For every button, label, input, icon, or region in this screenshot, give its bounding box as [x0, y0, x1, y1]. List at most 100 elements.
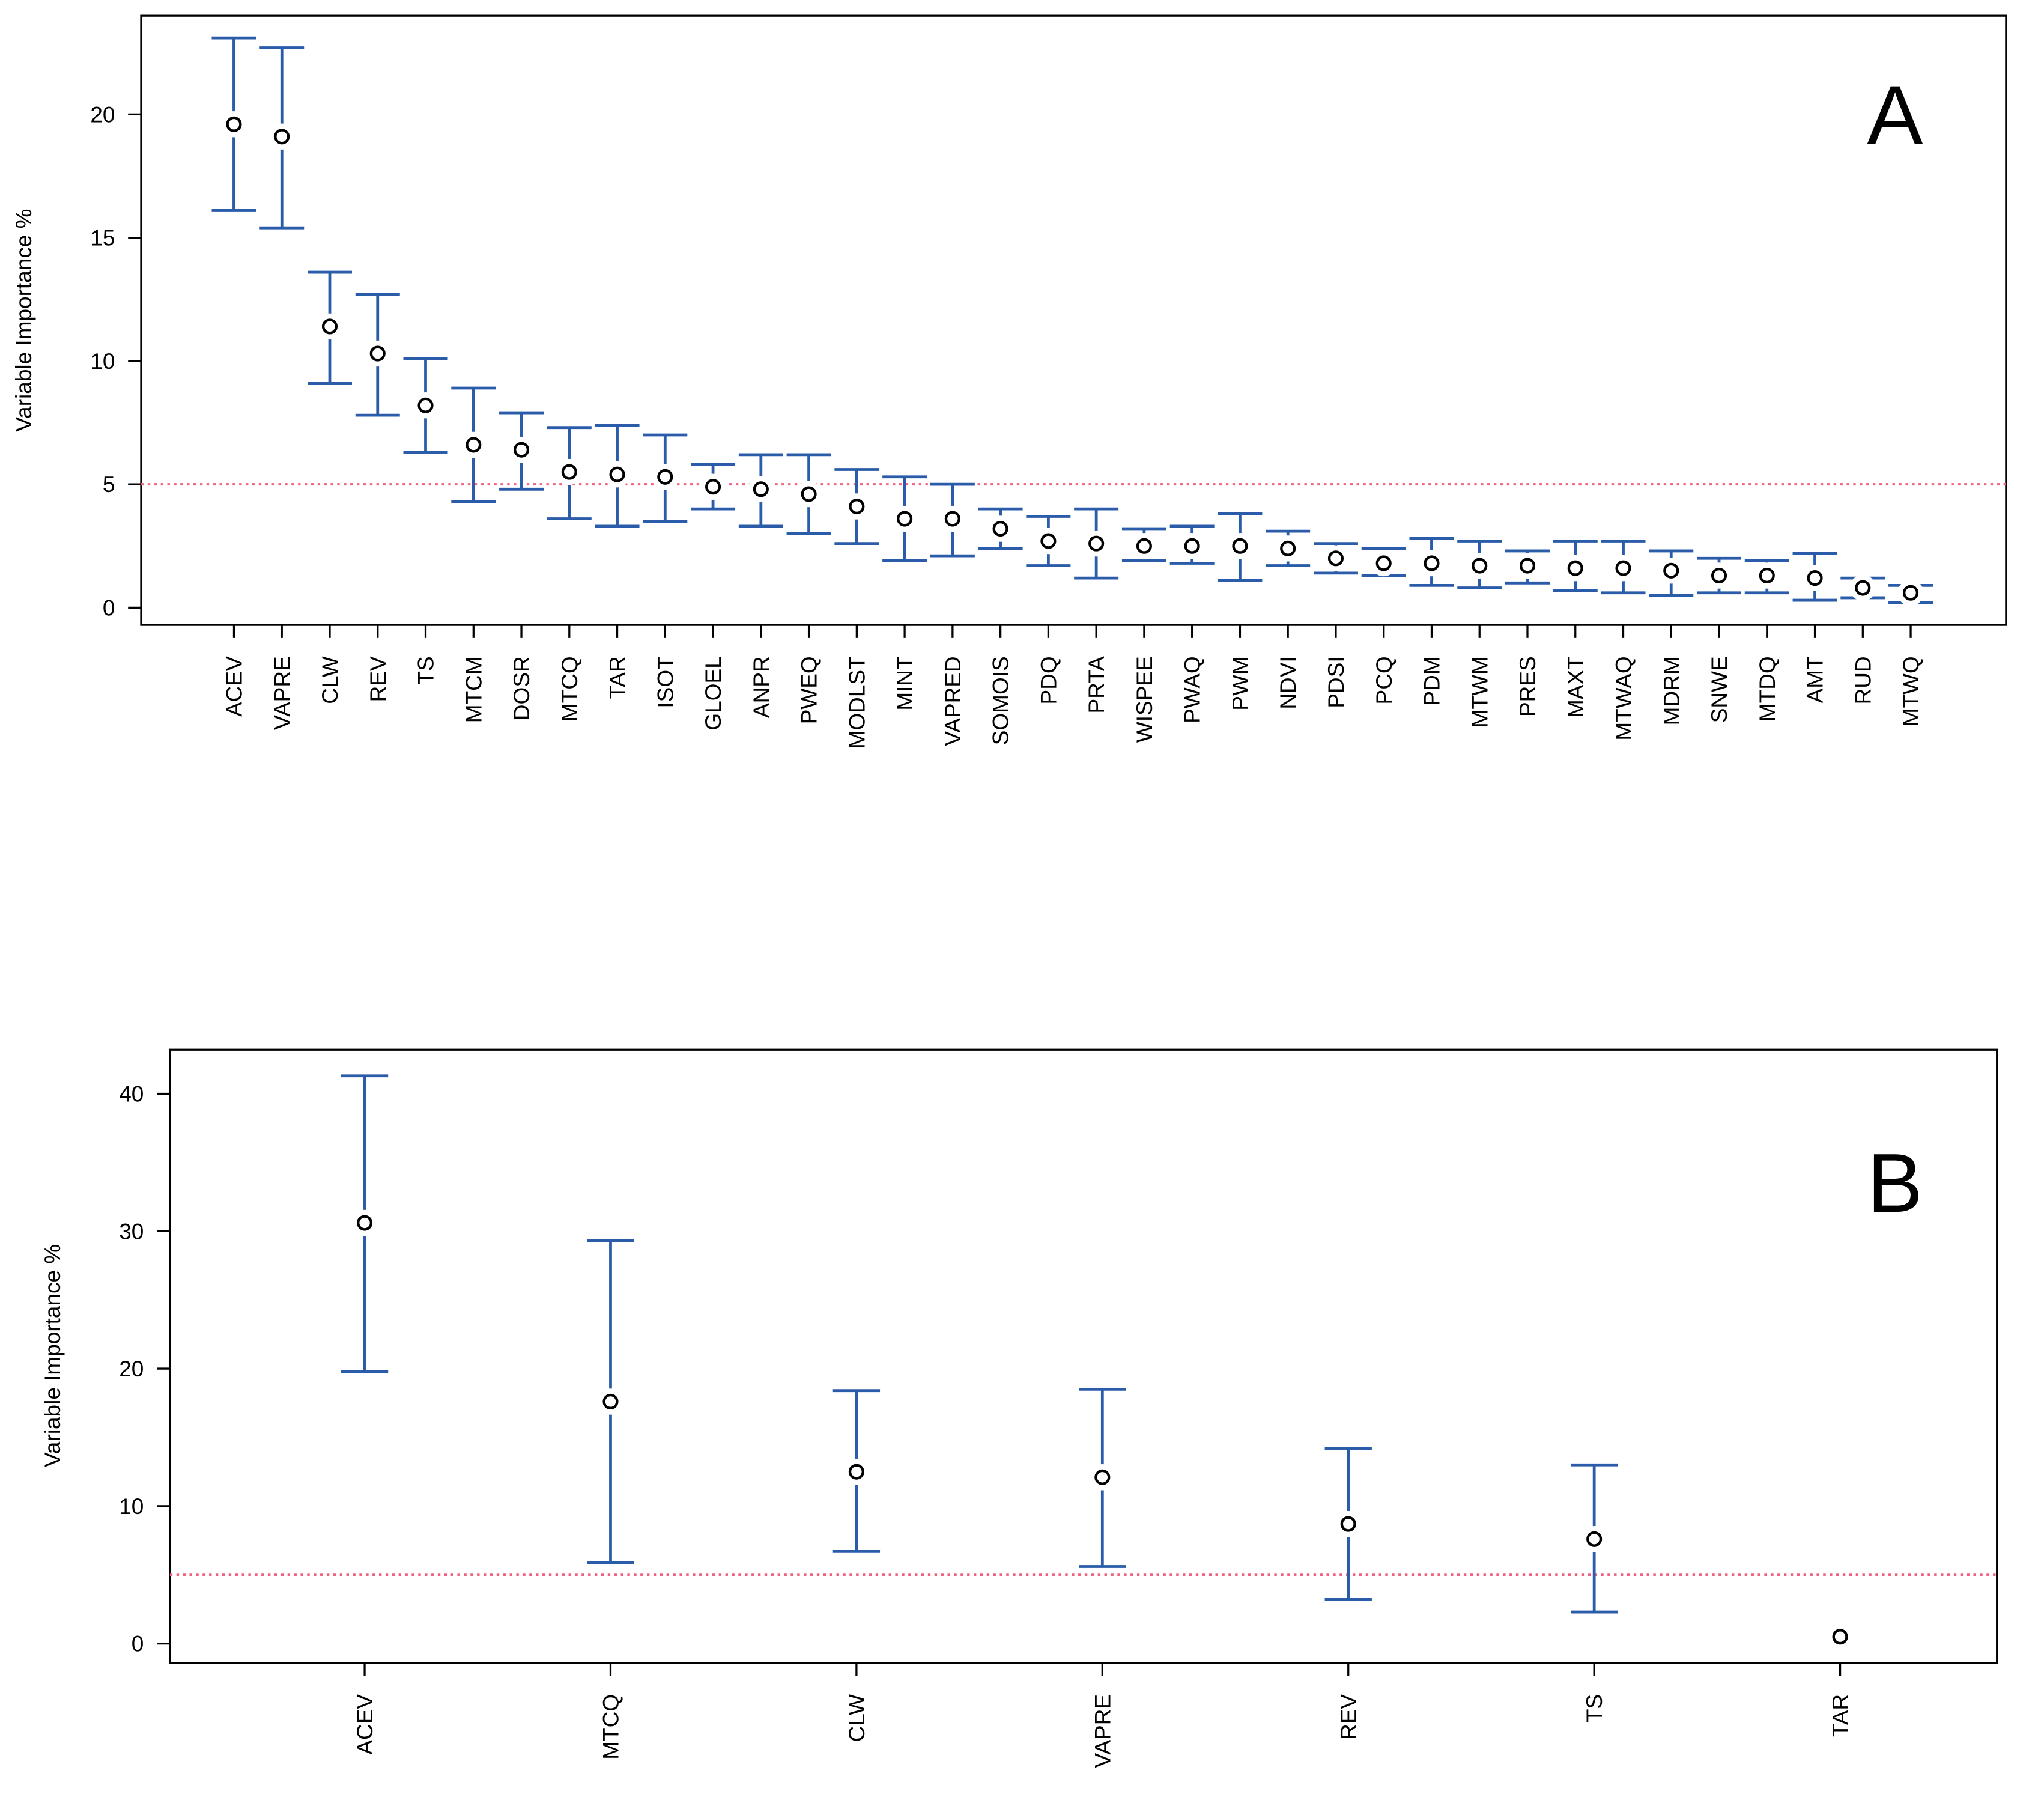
x-tick-label: TAR: [1828, 1694, 1853, 1737]
point: [417, 397, 434, 413]
x-tick-label: MTWQ: [1899, 656, 1923, 726]
point: [274, 129, 290, 145]
point: [1586, 1531, 1603, 1547]
point: [1711, 567, 1727, 584]
panel-label: B: [1867, 1136, 1923, 1230]
x-tick-label: MTDQ: [1755, 656, 1780, 722]
x-tick-label: TAR: [605, 656, 630, 699]
y-tick-label: 10: [90, 349, 115, 374]
point: [561, 464, 577, 480]
x-tick-label: SOMOIS: [989, 656, 1013, 745]
x-tick-label: MODLST: [845, 656, 869, 749]
point: [992, 520, 1008, 537]
point: [1232, 538, 1248, 554]
point: [801, 486, 817, 502]
point: [357, 1215, 373, 1231]
point: [1832, 1629, 1848, 1645]
x-tick-label: VAPRE: [270, 656, 294, 730]
panel-label: A: [1867, 68, 1923, 162]
y-tick-label: 20: [119, 1357, 144, 1381]
x-tick-label: PCQ: [1372, 656, 1397, 704]
y-axis-label: Variable Importance %: [11, 209, 36, 432]
x-tick-label: ANPR: [749, 656, 774, 718]
x-tick-label: TS: [1582, 1694, 1607, 1722]
point: [1615, 560, 1631, 576]
x-tick-label: PWM: [1228, 656, 1252, 710]
point: [1340, 1516, 1356, 1532]
point: [1519, 558, 1536, 574]
x-tick-label: PRTA: [1084, 656, 1109, 714]
plot-frame: [169, 1048, 1998, 1664]
x-tick-label: CLW: [318, 656, 342, 704]
x-tick-label: PDM: [1420, 656, 1445, 705]
point: [1280, 540, 1296, 556]
x-tick-label: PDSI: [1324, 656, 1348, 708]
point: [657, 469, 673, 485]
x-tick-label: CLW: [845, 1694, 869, 1742]
x-tick-label: DOSR: [509, 656, 534, 720]
x-tick-label: MTWAQ: [1612, 656, 1636, 740]
x-tick-label: MTWM: [1467, 656, 1492, 728]
point: [609, 466, 625, 482]
point: [1184, 538, 1200, 554]
point: [1807, 570, 1823, 586]
y-tick-label: 15: [90, 226, 115, 251]
x-tick-label: MTCM: [461, 656, 486, 723]
point: [1327, 550, 1344, 567]
point: [1855, 580, 1871, 596]
y-tick-label: 40: [119, 1082, 144, 1107]
point: [1424, 555, 1440, 571]
x-tick-label: PRES: [1515, 656, 1540, 717]
x-tick-label: TS: [414, 656, 438, 684]
x-tick-label: ISOT: [653, 656, 678, 708]
point: [848, 1464, 864, 1480]
point: [1759, 567, 1775, 584]
x-tick-label: GLOEL: [701, 656, 726, 730]
point: [1663, 562, 1679, 579]
point: [1088, 535, 1105, 552]
point: [1094, 1469, 1111, 1485]
y-tick-label: 30: [119, 1219, 144, 1244]
x-tick-label: ACEV: [222, 656, 247, 717]
y-tick-label: 10: [119, 1494, 144, 1519]
x-tick-label: PWAQ: [1180, 656, 1205, 723]
x-tick-label: NDVI: [1276, 656, 1300, 709]
point: [897, 511, 913, 527]
point: [1903, 585, 1919, 601]
x-tick-label: PDQ: [1036, 656, 1061, 704]
point: [1136, 538, 1152, 554]
x-tick-label: RUD: [1851, 656, 1875, 704]
point: [1040, 533, 1057, 549]
x-tick-label: MTCQ: [557, 656, 582, 722]
point: [513, 442, 530, 458]
plot-frame: [140, 14, 2007, 626]
point: [226, 116, 242, 132]
x-tick-label: AMT: [1803, 656, 1828, 703]
x-tick-label: ACEV: [353, 1694, 377, 1755]
point: [1567, 560, 1583, 576]
x-tick-label: VAPRE: [1090, 1694, 1115, 1768]
x-tick-label: REV: [366, 656, 390, 702]
x-tick-label: WISPEE: [1132, 656, 1157, 743]
x-tick-label: SNWE: [1707, 656, 1732, 723]
point: [753, 481, 769, 497]
point: [1472, 558, 1488, 574]
point: [705, 479, 721, 495]
point: [321, 318, 338, 335]
x-tick-label: VAPRED: [941, 656, 965, 746]
point: [944, 511, 960, 527]
y-axis-label: Variable Importance %: [40, 1244, 65, 1467]
y-tick-label: 0: [132, 1632, 144, 1656]
x-tick-label: MTCQ: [599, 1694, 623, 1760]
x-tick-label: PWEQ: [797, 656, 822, 724]
point: [1375, 555, 1392, 571]
y-tick-label: 20: [90, 102, 115, 127]
y-tick-label: 0: [103, 595, 115, 620]
x-tick-label: MAXT: [1563, 656, 1588, 718]
point: [849, 498, 865, 515]
point: [369, 345, 386, 362]
point: [466, 437, 482, 453]
point: [602, 1393, 619, 1410]
